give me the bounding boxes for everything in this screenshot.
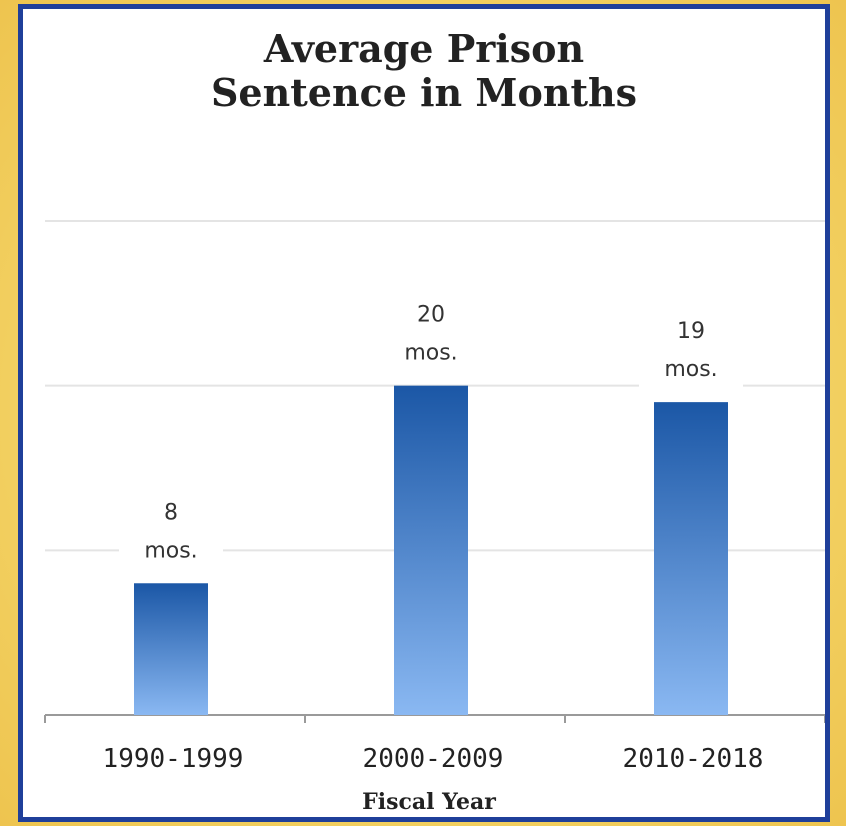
- chart-title-line-2: Sentence in Months: [210, 70, 638, 115]
- x-tick-label: 2000-2009: [363, 744, 504, 774]
- chart-title: Average Prison Sentence in Months: [23, 27, 825, 115]
- data-label-value: 19: [677, 319, 705, 344]
- bar-1990-1999: [134, 583, 208, 715]
- data-label-unit: mos.: [144, 538, 197, 563]
- data-label-backing: [379, 297, 483, 372]
- chart-card: Average Prison Sentence in Months 8 mos. 1…: [18, 4, 830, 822]
- x-axis-title: Fiscal Year: [362, 789, 496, 815]
- chart-title-line-1: Average Prison: [263, 26, 585, 71]
- data-label-value: 8: [164, 500, 178, 525]
- data-label-unit: mos.: [664, 357, 717, 382]
- bar-2010-2018: [654, 402, 728, 715]
- data-label-backing: [119, 495, 223, 570]
- data-label-value: 20: [417, 303, 445, 328]
- x-tick-label: 2010-2018: [623, 744, 764, 774]
- x-tick-label: 1990-1999: [103, 744, 244, 774]
- bar-chart: 8 mos. 1990-1999 20 mos. 2000-2009 19 mos. 2010-…: [44, 220, 825, 815]
- data-label-backing: [639, 314, 743, 389]
- bar-2000-2009: [394, 385, 468, 715]
- data-label-unit: mos.: [404, 341, 457, 366]
